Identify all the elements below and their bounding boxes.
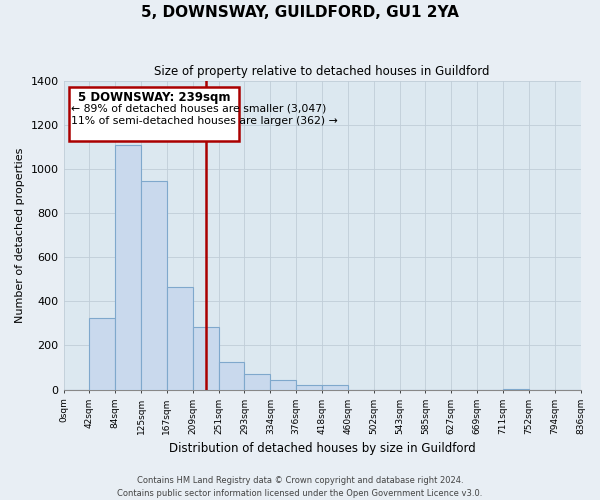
- Bar: [167, 287, 193, 390]
- Bar: [89, 318, 115, 390]
- Bar: [503, 388, 529, 390]
- Text: 11% of semi-detached houses are larger (362) →: 11% of semi-detached houses are larger (…: [71, 116, 338, 126]
- Bar: [244, 374, 271, 390]
- Title: Size of property relative to detached houses in Guildford: Size of property relative to detached ho…: [154, 65, 490, 78]
- Text: Contains HM Land Registry data © Crown copyright and database right 2024.
Contai: Contains HM Land Registry data © Crown c…: [118, 476, 482, 498]
- Bar: [69, 86, 239, 141]
- Bar: [271, 380, 296, 390]
- Bar: [296, 385, 322, 390]
- Text: ← 89% of detached houses are smaller (3,047): ← 89% of detached houses are smaller (3,…: [71, 103, 326, 113]
- Bar: [322, 385, 348, 390]
- X-axis label: Distribution of detached houses by size in Guildford: Distribution of detached houses by size …: [169, 442, 475, 455]
- Bar: [218, 362, 244, 390]
- Text: 5, DOWNSWAY, GUILDFORD, GU1 2YA: 5, DOWNSWAY, GUILDFORD, GU1 2YA: [141, 5, 459, 20]
- Bar: [115, 144, 141, 390]
- Bar: [141, 181, 167, 390]
- Y-axis label: Number of detached properties: Number of detached properties: [15, 148, 25, 323]
- Bar: [193, 326, 218, 390]
- Text: 5 DOWNSWAY: 239sqm: 5 DOWNSWAY: 239sqm: [78, 91, 230, 104]
